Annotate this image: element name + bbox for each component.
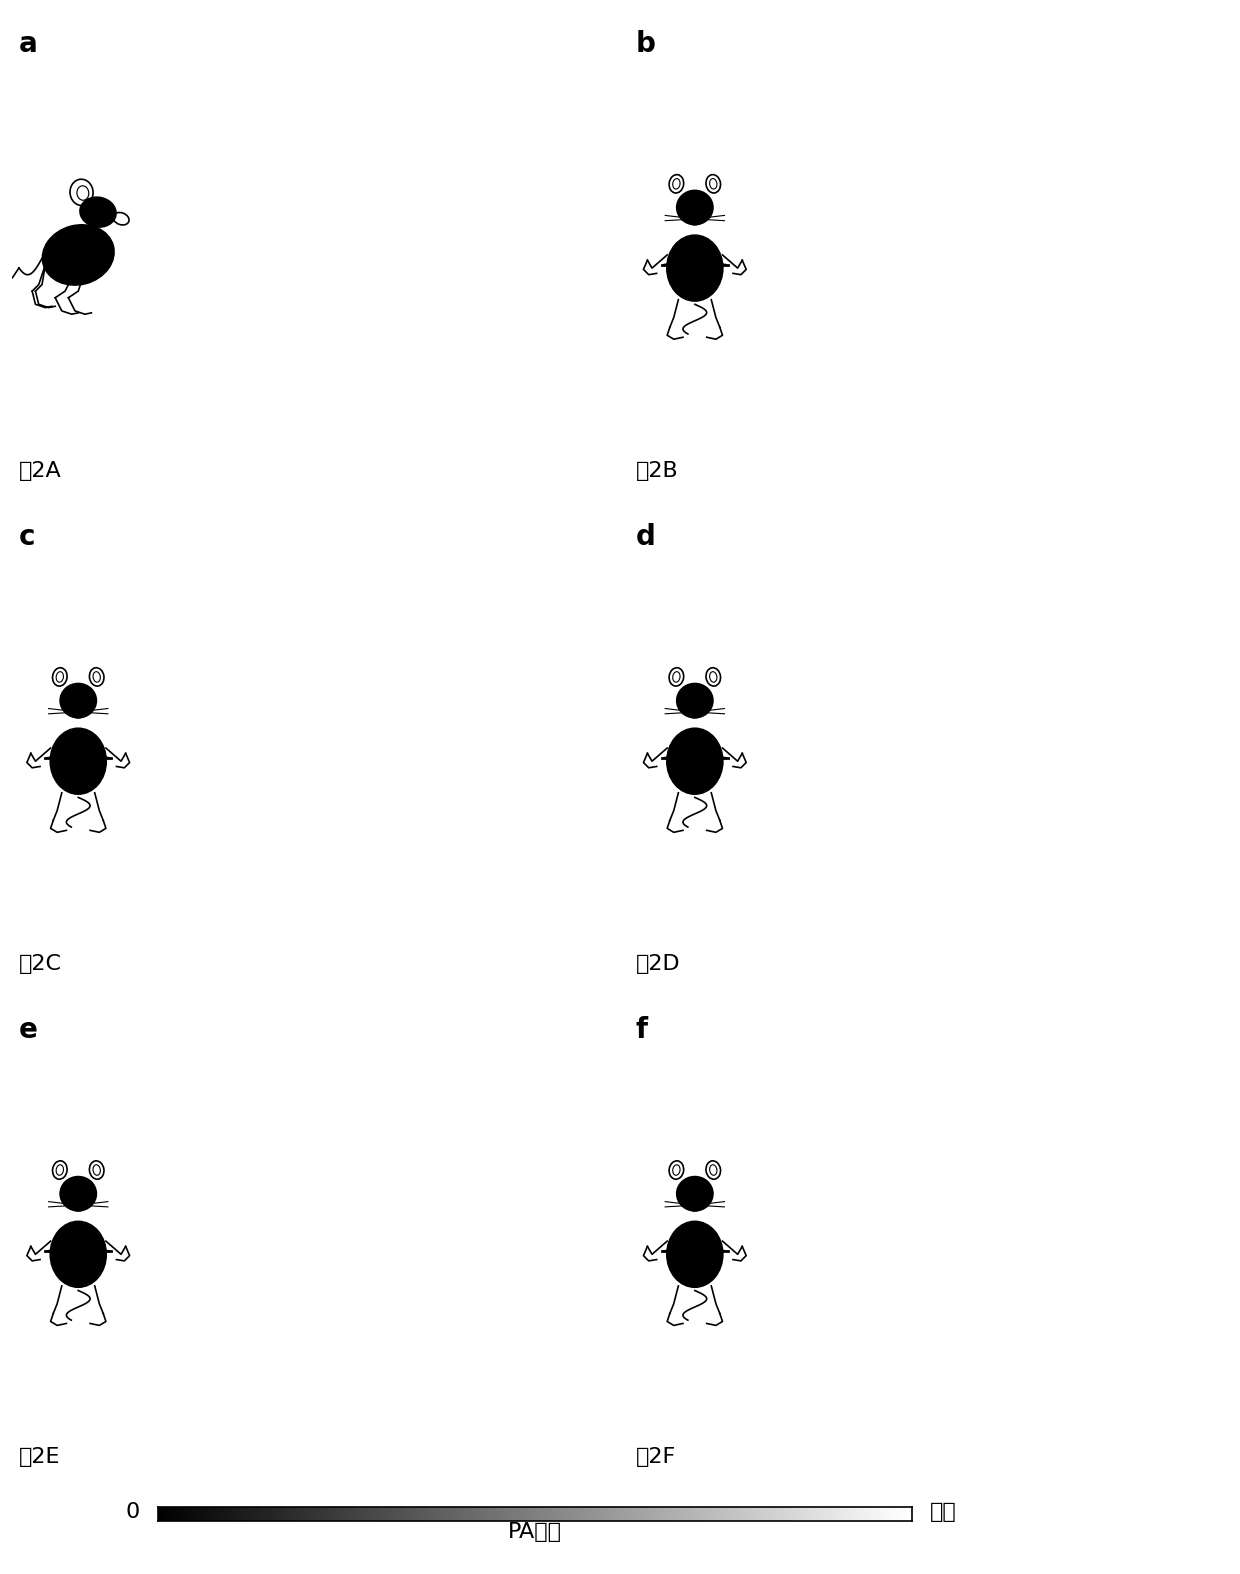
Ellipse shape [1024, 205, 1047, 220]
Text: 图2B: 图2B [636, 461, 678, 482]
Ellipse shape [1076, 634, 1099, 650]
Text: 图2C: 图2C [19, 954, 62, 974]
Ellipse shape [353, 677, 373, 696]
Ellipse shape [998, 1158, 1101, 1243]
Text: 5 mm: 5 mm [481, 1413, 526, 1429]
Text: PA振幅: PA振幅 [508, 1522, 562, 1541]
Ellipse shape [238, 1283, 471, 1387]
Ellipse shape [882, 653, 900, 667]
Ellipse shape [273, 297, 286, 307]
Text: a: a [19, 30, 37, 58]
Text: d: d [636, 523, 656, 551]
Text: 5 mm: 5 mm [1099, 1413, 1142, 1429]
Text: c: c [19, 523, 36, 551]
Text: f: f [636, 1017, 647, 1044]
Text: 0: 0 [125, 1502, 140, 1522]
Ellipse shape [322, 302, 332, 312]
Ellipse shape [935, 1192, 970, 1215]
Ellipse shape [1022, 606, 1040, 620]
Ellipse shape [1048, 773, 1071, 796]
Text: e: e [19, 1017, 38, 1044]
Text: 图2D: 图2D [636, 954, 681, 974]
Ellipse shape [885, 312, 904, 323]
Ellipse shape [941, 346, 966, 356]
Text: 5 mm: 5 mm [481, 921, 526, 937]
Ellipse shape [486, 236, 506, 252]
Ellipse shape [915, 1330, 960, 1354]
Ellipse shape [1106, 691, 1125, 705]
Ellipse shape [496, 186, 521, 195]
Ellipse shape [304, 733, 335, 770]
Ellipse shape [1003, 756, 1032, 784]
Ellipse shape [461, 175, 480, 184]
Ellipse shape [360, 768, 403, 795]
Ellipse shape [537, 238, 546, 242]
Ellipse shape [942, 1264, 973, 1295]
Text: 2 mm: 2 mm [481, 428, 526, 442]
Text: 图2F: 图2F [636, 1447, 676, 1467]
Text: b: b [636, 30, 656, 58]
Text: 图2E: 图2E [19, 1447, 61, 1467]
Ellipse shape [516, 282, 537, 297]
Text: 5 mm: 5 mm [1099, 921, 1142, 937]
Text: 最大: 最大 [930, 1502, 956, 1522]
Ellipse shape [456, 685, 485, 713]
Ellipse shape [538, 242, 563, 249]
Ellipse shape [925, 612, 951, 634]
Ellipse shape [899, 754, 921, 787]
Ellipse shape [939, 708, 1003, 737]
Text: 图2A: 图2A [19, 461, 62, 482]
Ellipse shape [382, 664, 423, 688]
Ellipse shape [977, 129, 987, 140]
Ellipse shape [1007, 1280, 1037, 1303]
Text: 5 mm: 5 mm [1099, 428, 1142, 442]
